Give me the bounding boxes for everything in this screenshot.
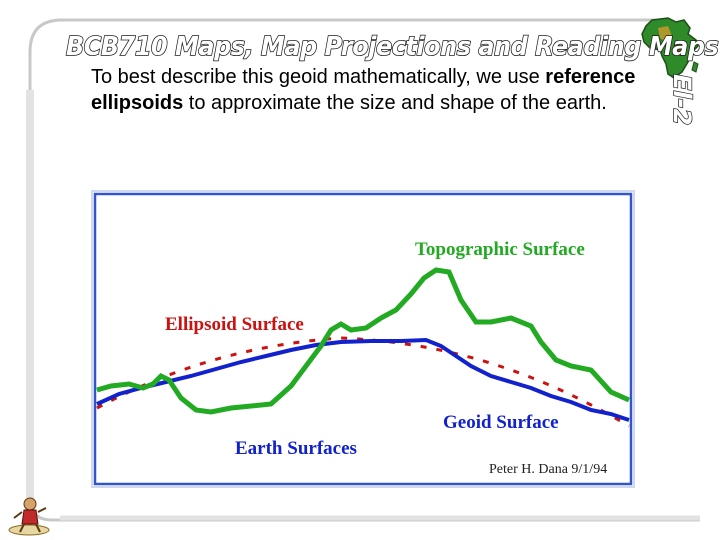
body-text-part2: to approximate the size and shape of the… xyxy=(183,92,607,114)
topographic-surface-line xyxy=(96,267,631,415)
figure-credit: Peter H. Dana 9/1/94 xyxy=(489,462,607,477)
geoid-surface-line xyxy=(96,337,630,422)
body-text-part1: To best describe this geoid mathematical… xyxy=(91,66,546,88)
body-paragraph: To best describe this geoid mathematical… xyxy=(91,64,651,116)
ellipsoid-surface-label: Ellipsoid Surface xyxy=(165,314,304,335)
earth-surfaces-label: Earth Surfaces xyxy=(235,438,357,459)
slide-code: El-2 xyxy=(667,70,698,130)
earth-surfaces-figure: Topographic Surface Ellipsoid Surface Ge… xyxy=(91,190,635,488)
slide-code-text: El-2 xyxy=(668,74,696,125)
geoid-surface-label: Geoid Surface xyxy=(443,412,559,433)
africa-map-icon xyxy=(641,17,699,79)
topographic-surface-label: Topographic Surface xyxy=(415,239,585,260)
body-text-bold-term: reference ellipsoids xyxy=(91,66,636,114)
figure-mascot-icon xyxy=(8,497,50,536)
ellipsoid-surface-line xyxy=(96,336,630,428)
header-title: BCB710 Maps, Map Projections and Reading… xyxy=(65,31,719,63)
figure-frame xyxy=(93,192,633,486)
